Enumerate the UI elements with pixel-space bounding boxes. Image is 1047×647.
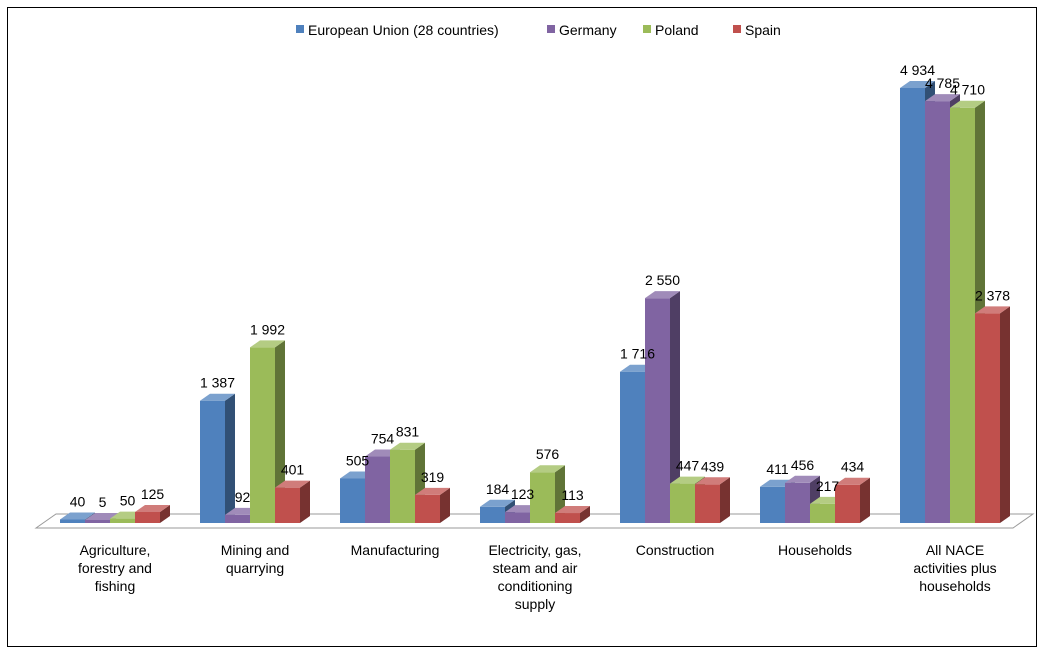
data-label: 5 [99,494,107,510]
legend-swatch [733,25,741,33]
legend-label: Germany [559,22,617,38]
chart-frame [7,7,1037,647]
data-label: 447 [676,458,700,474]
data-label: 576 [536,446,560,462]
bar [250,340,285,523]
data-label: 40 [70,493,86,509]
legend-label: Spain [745,22,781,38]
bar [975,306,1010,523]
legend-swatch [296,25,304,33]
legend-item: Germany [547,22,617,38]
legend-item: Poland [643,22,699,38]
data-label: 184 [486,481,510,497]
data-label: 125 [141,486,165,502]
data-label: 113 [561,487,584,503]
bar [275,480,310,523]
category-label: Mining and quarrying [221,542,290,576]
bar [645,291,680,523]
category-label: Households [778,542,852,558]
legend-label: Poland [655,22,699,38]
data-label: 411 [766,461,789,477]
data-label: 4 934 [900,62,935,78]
bar [135,504,170,523]
data-label: 1 992 [250,321,285,337]
data-label: 2 378 [975,287,1010,303]
data-label: 439 [701,458,725,474]
data-label: 92 [235,489,251,505]
data-label: 123 [511,486,535,502]
data-label: 401 [281,462,305,478]
category-label: Manufacturing [351,542,440,558]
data-label: 1 716 [620,346,655,362]
bar [695,477,730,523]
bar [200,393,235,523]
data-label: 754 [371,431,395,447]
legend-item: European Union (28 countries) [296,22,499,38]
bar-chart: European Union (28 countries) Germany Pola… [34,22,1035,612]
data-label: 319 [421,469,445,485]
data-label: 434 [841,459,865,475]
bar [555,506,590,523]
data-label: 2 550 [645,272,680,288]
category-label: Electricity, gas, steam and air conditioni… [488,542,581,612]
category-label: Construction [636,542,715,558]
data-label: 4 785 [925,75,960,91]
data-label: 217 [816,478,840,494]
legend-swatch [643,25,651,33]
category-label: Agriculture, forestry and fishing [78,542,152,594]
bar [530,465,565,523]
legend-swatch [547,25,555,33]
data-label: 50 [120,493,136,509]
legend-label: European Union (28 countries) [308,22,499,38]
category-label: All NACE activities plus households [913,542,996,594]
data-label: 456 [791,457,815,473]
data-label: 1 387 [200,375,235,391]
bar [415,487,450,523]
data-label: 831 [396,424,420,440]
legend-item: Spain [733,22,781,38]
bar [835,477,870,523]
data-label: 505 [346,452,370,468]
data-label: 4 710 [950,82,985,98]
bar [390,442,425,523]
